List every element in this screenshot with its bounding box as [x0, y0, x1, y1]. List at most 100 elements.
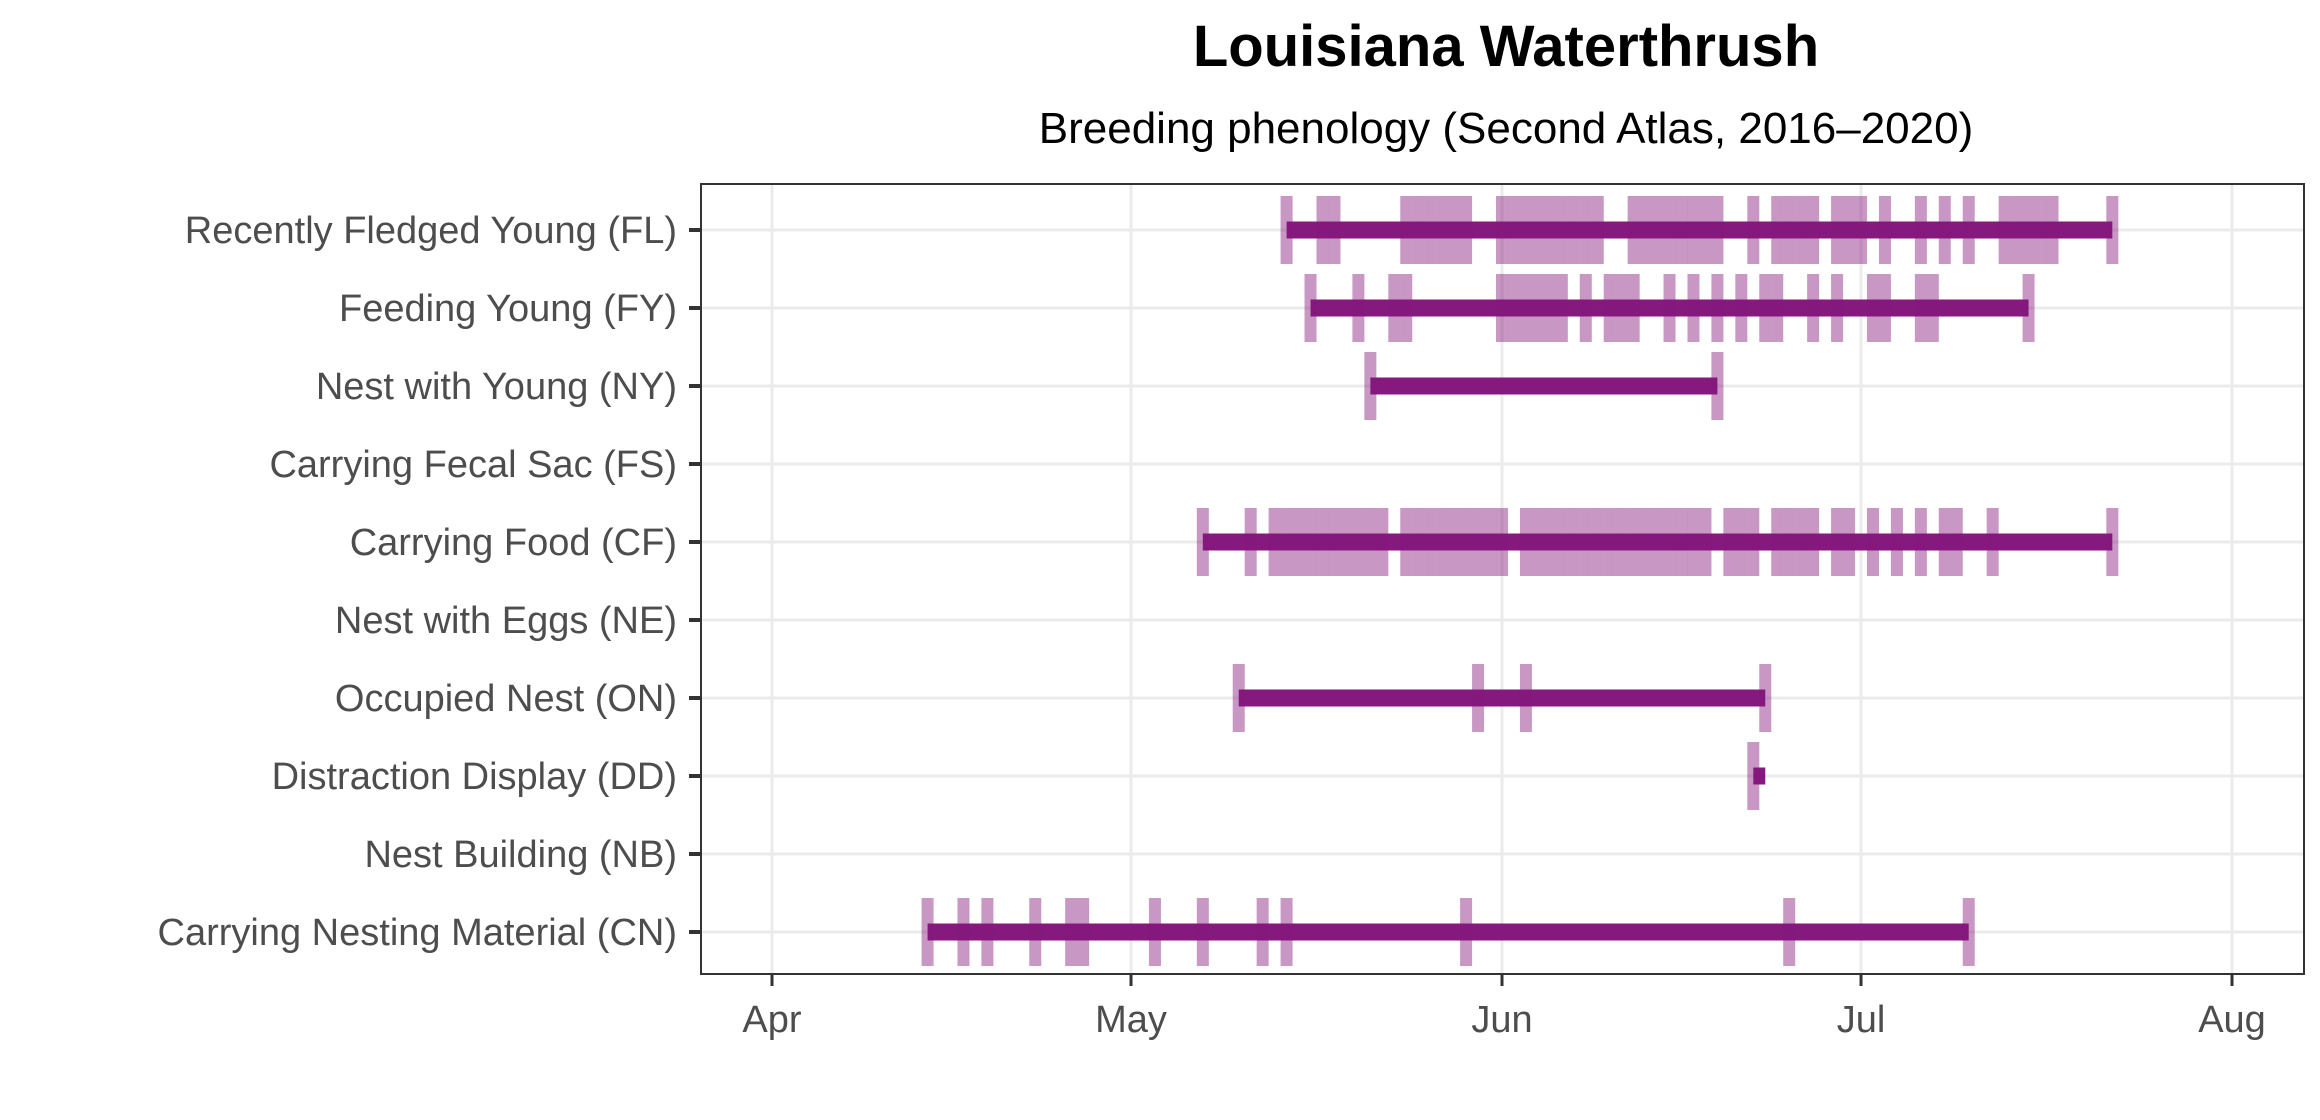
observation-tick [1412, 196, 1425, 264]
observation-tick [1711, 274, 1724, 342]
observation-tick [1747, 742, 1760, 810]
observation-tick [1256, 898, 1269, 966]
observation-tick [1675, 196, 1688, 264]
observation-tick [1591, 196, 1604, 264]
observation-tick [1675, 508, 1688, 576]
observation-tick [1496, 508, 1508, 576]
observation-tick [1065, 898, 1078, 966]
x-tick-label: Apr [742, 999, 801, 1041]
y-axis: Recently Fledged Young (FL) Feeding Young… [158, 210, 701, 954]
observation-tick [1555, 274, 1568, 342]
observation-tick [1280, 898, 1293, 966]
observation-tick [1783, 196, 1796, 264]
observation-tick [1472, 664, 1485, 732]
observation-tick [1196, 508, 1209, 576]
observation-tick [1352, 274, 1365, 342]
observation-tick [1699, 196, 1712, 264]
observation-tick [1747, 196, 1760, 264]
observation-tick [1914, 196, 1927, 264]
category-label: Carrying Fecal Sac (FS) [269, 444, 677, 486]
observation-tick [1412, 508, 1425, 576]
observation-tick [1496, 196, 1508, 264]
observation-tick [981, 898, 994, 966]
observation-tick [1531, 274, 1544, 342]
observation-tick [1866, 508, 1879, 576]
observation-tick [1507, 196, 1520, 264]
observation-tick [1388, 274, 1401, 342]
observation-tick [1567, 196, 1580, 264]
observation-tick [1747, 508, 1760, 576]
chart-subtitle: Breeding phenology (Second Atlas, 2016–2… [1039, 104, 1973, 153]
observation-tick [1364, 508, 1377, 576]
observation-tick [1460, 196, 1473, 264]
observation-tick [1615, 274, 1628, 342]
observation-tick [1472, 508, 1485, 576]
category-label: Feeding Young (FY) [339, 288, 677, 330]
observation-tick [1735, 274, 1748, 342]
observation-tick [1543, 508, 1556, 576]
observation-tick [1926, 274, 1939, 342]
observation-tick [957, 898, 970, 966]
observation-tick [1196, 898, 1209, 966]
observation-tick [1436, 508, 1449, 576]
observation-tick [1843, 508, 1856, 576]
observation-tick [1077, 898, 1090, 966]
category-label: Nest with Young (NY) [316, 366, 677, 408]
observation-tick [1759, 274, 1772, 342]
x-tick-label: May [1095, 999, 1167, 1041]
observation-tick [1244, 508, 1257, 576]
observation-tick [1460, 898, 1473, 966]
category-label: Occupied Nest (ON) [335, 678, 677, 720]
observation-tick [1843, 196, 1856, 264]
observation-tick [1424, 508, 1437, 576]
observation-tick [1627, 508, 1640, 576]
observation-tick [1986, 508, 1999, 576]
observation-tick [1998, 196, 2011, 264]
observation-tick [1364, 352, 1377, 420]
observation-tick [1639, 196, 1652, 264]
observation-tick [1890, 508, 1903, 576]
x-tick-label: Jun [1471, 999, 1532, 1041]
observation-tick [1280, 196, 1293, 264]
observation-tick [1579, 508, 1592, 576]
observation-tick [1424, 196, 1437, 264]
observation-tick [1304, 274, 1317, 342]
observation-tick [1603, 508, 1616, 576]
observation-tick [1627, 196, 1640, 264]
observation-tick [1759, 664, 1772, 732]
observation-tick [1878, 196, 1891, 264]
observation-tick [1484, 508, 1497, 576]
observation-tick [1304, 508, 1317, 576]
observation-tick [1831, 508, 1844, 576]
data-marks [921, 196, 2119, 966]
observation-tick [1328, 196, 1341, 264]
observation-tick [1400, 196, 1413, 264]
observation-tick [1627, 274, 1640, 342]
observation-tick [1328, 508, 1341, 576]
category-label: Carrying Food (CF) [350, 522, 677, 564]
observation-tick [2046, 196, 2059, 264]
observation-tick [1316, 196, 1329, 264]
category-label: Recently Fledged Young (FL) [185, 210, 677, 252]
observation-tick [1807, 196, 1820, 264]
observation-tick [1735, 508, 1748, 576]
observation-tick [1687, 274, 1700, 342]
observation-tick [1615, 508, 1628, 576]
observation-tick [1400, 274, 1413, 342]
observation-tick [1543, 274, 1556, 342]
observation-tick [1711, 196, 1724, 264]
observation-tick [1711, 352, 1724, 420]
observation-tick [1232, 664, 1245, 732]
chart-title: Louisiana Waterthrush [1193, 14, 1819, 79]
observation-tick [1771, 196, 1784, 264]
observation-tick [1029, 898, 1042, 966]
observation-tick [1962, 898, 1975, 966]
observation-tick [1352, 508, 1365, 576]
x-tick-label: Jul [1837, 999, 1886, 1041]
observation-tick [1519, 274, 1532, 342]
observation-tick [1591, 508, 1604, 576]
observation-tick [921, 898, 934, 966]
observation-tick [1567, 508, 1580, 576]
observation-tick [1555, 196, 1568, 264]
observation-tick [1543, 196, 1556, 264]
